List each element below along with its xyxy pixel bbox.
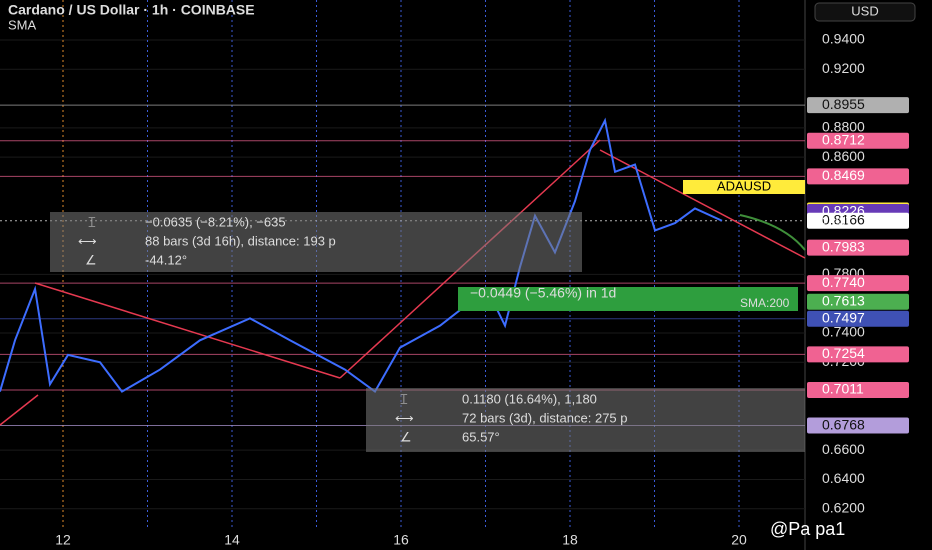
trend-line xyxy=(34,282,341,379)
icon: ⌶ xyxy=(400,391,408,406)
x-tick-label: 20 xyxy=(731,532,747,548)
price-badge-label: 0.8166 xyxy=(822,211,865,227)
sma-label: SMA:200 xyxy=(740,296,790,310)
price-badge xyxy=(807,275,909,292)
price-badge-label: 0.7497 xyxy=(822,309,865,325)
countdown: 23:37 xyxy=(822,215,852,229)
y-tick-label: 0.8800 xyxy=(822,119,865,135)
price-badge-label: 0.6768 xyxy=(822,416,865,432)
measure-text: 72 bars (3d), distance: 275 p xyxy=(462,410,628,425)
watermark: @Pa pa1 xyxy=(770,519,845,539)
price-badge-label: 0.8469 xyxy=(822,167,865,183)
measure-text: −0.0635 (−8.21%), −635 xyxy=(145,214,286,229)
y-tick-label: 0.6200 xyxy=(822,499,865,515)
measure-text: 65.57° xyxy=(462,429,500,444)
forecast-badge: −0.0449 (−5.46%) in 1d SMA:200 xyxy=(458,285,798,311)
price-badge-label: 0.7740 xyxy=(822,274,865,290)
x-tick-label: 12 xyxy=(55,532,71,548)
price-badge xyxy=(807,417,909,434)
chart-title: Cardano / US Dollar · 1h · COINBASE xyxy=(8,2,255,18)
measure-text: 88 bars (3d 16h), distance: 193 p xyxy=(145,233,336,248)
forecast-box xyxy=(458,287,798,311)
price-badge-label: 0.7254 xyxy=(822,345,865,361)
forecast-curve xyxy=(739,214,806,251)
measure-box xyxy=(50,212,582,272)
price-badge-label: 0.8955 xyxy=(822,96,865,112)
price-badge-label: 0.7613 xyxy=(822,292,865,308)
forecast-text: −0.0449 (−5.46%) in 1d xyxy=(470,285,616,301)
trend-line xyxy=(0,394,39,426)
price-badge xyxy=(807,310,909,327)
x-tick-label: 16 xyxy=(393,532,409,548)
y-tick-label: 0.6600 xyxy=(822,441,865,457)
icon: ∠ xyxy=(400,429,412,444)
price-badge-label: 0.8712 xyxy=(822,131,865,147)
trend-line xyxy=(599,149,806,259)
measure-box xyxy=(366,388,805,452)
y-tick-label: 0.6400 xyxy=(822,470,865,486)
price-badge xyxy=(807,239,909,256)
price-badge xyxy=(807,97,909,114)
measure-up: ⌶ 0.1180 (16.64%), 1,180 ⟷ 72 bars (3d),… xyxy=(366,388,805,452)
price-badge xyxy=(807,168,909,185)
price-badge-label: 0.7983 xyxy=(822,238,865,254)
series-line xyxy=(0,117,723,394)
price-badge xyxy=(807,346,909,363)
legend-sma: SMA xyxy=(8,17,37,32)
trend-lines xyxy=(0,139,806,426)
icon: ∠ xyxy=(85,252,97,267)
icon: ⟷ xyxy=(78,233,97,248)
price-badge xyxy=(807,293,909,310)
price-badge xyxy=(807,381,909,398)
x-tick-label: 18 xyxy=(562,532,578,548)
measure-text: 0.1180 (16.64%), 1,180 xyxy=(462,391,597,406)
measure-text: -44.12° xyxy=(145,252,187,267)
price-badge-label: 0.7011 xyxy=(822,381,864,397)
symbol-box xyxy=(683,180,805,194)
y-tick-label: 0.9400 xyxy=(822,31,865,47)
currency: USD xyxy=(851,3,878,18)
currency-box xyxy=(814,2,916,22)
y-tick-label: 0.7400 xyxy=(822,324,865,340)
measure-down: ⌶ −0.0635 (−8.21%), −635 ⟷ 88 bars (3d 1… xyxy=(50,212,582,272)
y-tick-label: 0.9200 xyxy=(822,60,865,76)
price-badge xyxy=(807,212,909,229)
y-tick-label: 0.8600 xyxy=(822,148,865,164)
icon: ⌶ xyxy=(88,214,96,229)
price-badge xyxy=(807,132,909,149)
icon: ⟷ xyxy=(395,410,414,425)
symbol: ADAUSD xyxy=(717,178,771,193)
x-tick-label: 14 xyxy=(224,532,240,548)
